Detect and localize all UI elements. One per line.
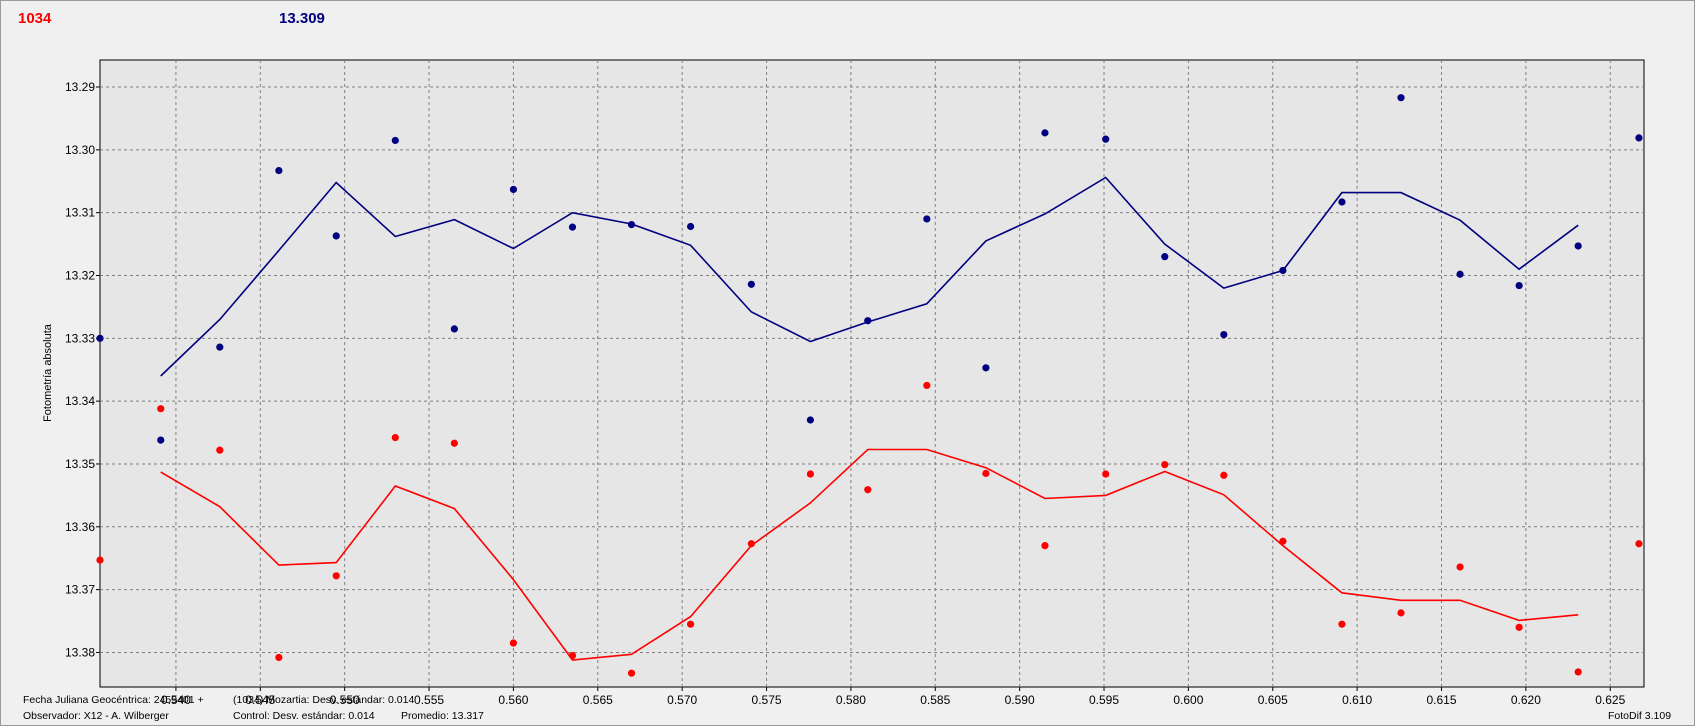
software-label: FotoDif 3.109 xyxy=(1608,710,1672,722)
series-0-point xyxy=(157,436,165,444)
y-tick-label: 13.34 xyxy=(65,394,95,408)
x-tick-label: 0.545 xyxy=(245,693,275,707)
series-0-point xyxy=(1574,242,1582,250)
series-1-point xyxy=(806,470,815,478)
control-value-label: 13.309 xyxy=(279,10,325,27)
series-1-point xyxy=(982,469,990,477)
series-1-point xyxy=(1456,563,1464,571)
series-1-point xyxy=(1338,620,1346,628)
series-0-point xyxy=(806,416,815,424)
series-1-point xyxy=(568,651,577,660)
series-1-point xyxy=(450,439,458,447)
y-tick-label: 13.33 xyxy=(65,331,95,345)
series-0-point xyxy=(450,325,458,333)
x-tick-label: 0.560 xyxy=(498,693,528,707)
julian-date-label: Fecha Juliana Geocéntrica: 2459401 + xyxy=(23,694,204,706)
series-1-point xyxy=(1041,542,1049,550)
series-0-point xyxy=(982,364,990,372)
series-0-point xyxy=(864,317,872,325)
series-0-point xyxy=(1279,266,1287,275)
series-0-point xyxy=(1635,134,1643,142)
x-tick-label: 0.570 xyxy=(667,693,697,707)
x-tick-label: 0.580 xyxy=(836,693,866,707)
series-1-point xyxy=(1279,537,1287,545)
x-tick-label: 0.605 xyxy=(1258,693,1288,707)
y-tick-label: 13.37 xyxy=(65,583,95,597)
series-0-point xyxy=(1220,330,1228,339)
series-1-point xyxy=(96,556,104,564)
y-tick-label: 13.31 xyxy=(65,206,95,220)
series-1-point xyxy=(391,433,399,442)
y-axis-label: Fotometría absoluta xyxy=(42,323,54,422)
series-0-point xyxy=(1397,94,1405,102)
y-tick-label: 13.29 xyxy=(65,80,95,94)
series-0-point xyxy=(96,334,104,342)
series-0-point xyxy=(1456,270,1464,278)
series-0-point xyxy=(391,136,399,145)
series-1-point xyxy=(1635,540,1643,548)
x-tick-label: 0.620 xyxy=(1511,693,1541,707)
series-0-point xyxy=(1515,281,1523,290)
y-tick-label: 13.38 xyxy=(65,645,95,659)
series-1-point xyxy=(747,540,755,548)
series-0-point xyxy=(1338,198,1346,206)
series-1-point xyxy=(216,446,224,454)
series-1-point xyxy=(1102,470,1110,478)
series-0-point xyxy=(509,185,518,194)
x-tick-label: 0.555 xyxy=(414,693,444,707)
series-1-moving-average-line xyxy=(160,448,1579,661)
y-tick-label: 13.36 xyxy=(65,520,95,534)
x-tick-label: 0.585 xyxy=(920,693,950,707)
observer-label: Observador: X12 - A. Wilberger xyxy=(23,710,169,722)
series-1-point xyxy=(275,653,283,662)
series-0-point xyxy=(1102,135,1110,143)
y-tick-label: 13.35 xyxy=(65,457,95,471)
control-stats-label: Control: Desv. estándar: 0.014 xyxy=(233,710,375,722)
series-1-point xyxy=(1574,668,1582,676)
series-0-point xyxy=(1161,253,1169,261)
y-tick-label: 13.32 xyxy=(65,268,95,282)
x-tick-label: 0.595 xyxy=(1089,693,1119,707)
x-tick-label: 0.540 xyxy=(161,693,191,707)
series-1-point xyxy=(687,620,695,628)
series-1-point xyxy=(332,572,340,580)
x-tick-label: 0.550 xyxy=(330,693,360,707)
series-0-point xyxy=(687,222,695,231)
series-0-point xyxy=(332,232,340,240)
x-tick-label: 0.600 xyxy=(1173,693,1203,707)
series-1-point xyxy=(923,381,931,390)
series-1-point xyxy=(1161,460,1169,469)
series-1-point xyxy=(627,669,636,677)
x-tick-label: 0.590 xyxy=(1005,693,1035,707)
series-1-point xyxy=(509,639,518,647)
plot-area xyxy=(99,59,1645,688)
series-0-point xyxy=(275,166,283,175)
x-tick-label: 0.615 xyxy=(1426,693,1456,707)
series-0-point xyxy=(216,343,224,351)
series-1-point xyxy=(157,405,165,413)
y-tick-label: 13.30 xyxy=(65,143,95,157)
series-1-point xyxy=(1515,623,1523,631)
series-0-point xyxy=(568,223,577,231)
series-0-point xyxy=(923,215,931,223)
series-0-point xyxy=(747,280,755,288)
series-1-point xyxy=(1220,471,1228,479)
series-1-point xyxy=(864,486,872,494)
average-label: Promedio: 13.317 xyxy=(401,710,484,722)
series-0-point xyxy=(1041,129,1049,137)
x-tick-label: 0.625 xyxy=(1595,693,1625,707)
x-tick-label: 0.575 xyxy=(752,693,782,707)
x-tick-label: 0.565 xyxy=(583,693,613,707)
target-stats-label: (1034) Mozartia: Desv. estándar: 0.014 xyxy=(233,694,415,706)
series-0-point xyxy=(627,221,636,229)
target-value-label: 1034 xyxy=(18,10,52,27)
x-tick-label: 0.610 xyxy=(1342,693,1372,707)
series-1-point xyxy=(1397,609,1405,617)
